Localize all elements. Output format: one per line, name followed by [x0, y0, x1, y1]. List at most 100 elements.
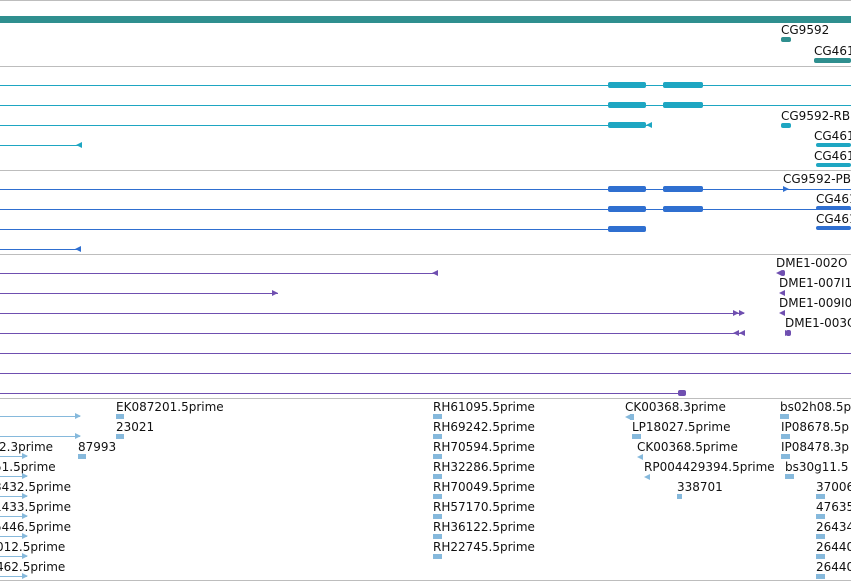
- est-label[interactable]: 26440: [816, 540, 851, 554]
- gene-label[interactable]: CG461: [814, 44, 851, 58]
- est-label[interactable]: 5446.5prime: [0, 520, 71, 534]
- protein-label[interactable]: CG9592-PB: [783, 172, 851, 186]
- est-label[interactable]: LP18027.5prime: [632, 420, 731, 434]
- est-label[interactable]: 338701: [677, 480, 723, 494]
- transcript-exon[interactable]: [608, 102, 646, 108]
- est-feature[interactable]: [433, 454, 442, 459]
- cdna-line[interactable]: [0, 373, 851, 374]
- transcript-exon[interactable]: [663, 102, 703, 108]
- est-feature[interactable]: [781, 454, 790, 459]
- est-feature[interactable]: [816, 514, 825, 519]
- est-label[interactable]: 462.5prime: [0, 560, 66, 574]
- protein-feature[interactable]: [816, 206, 851, 210]
- est-label[interactable]: RH61095.5prime: [433, 400, 535, 414]
- transcript-exon[interactable]: [608, 82, 646, 88]
- est-label[interactable]: RH70594.5prime: [433, 440, 535, 454]
- cds-line[interactable]: [0, 209, 851, 210]
- est-feature[interactable]: [816, 574, 825, 579]
- est-label[interactable]: 012.5prime: [0, 540, 66, 554]
- est-line[interactable]: [0, 496, 27, 497]
- est-feature[interactable]: [677, 494, 682, 499]
- transcript-exon[interactable]: [663, 82, 703, 88]
- est-feature[interactable]: [780, 414, 789, 419]
- cdna-line[interactable]: [0, 273, 438, 274]
- cdna-line[interactable]: [0, 333, 744, 334]
- est-feature[interactable]: [632, 434, 641, 439]
- est-label[interactable]: 26440: [816, 560, 851, 574]
- est-label[interactable]: 87993: [78, 440, 117, 454]
- cdna-line[interactable]: [0, 293, 278, 294]
- est-label[interactable]: IP08478.3p: [781, 440, 850, 454]
- est-feature[interactable]: [116, 414, 124, 419]
- est-label[interactable]: bs30g11.5: [785, 460, 849, 474]
- est-feature[interactable]: [433, 554, 442, 559]
- cds-line[interactable]: [0, 189, 851, 190]
- est-line[interactable]: [0, 476, 27, 477]
- est-label[interactable]: 26434: [816, 520, 851, 534]
- est-line[interactable]: [0, 416, 80, 417]
- cds-exon[interactable]: [663, 206, 703, 212]
- est-line[interactable]: [0, 536, 27, 537]
- protein-feature[interactable]: [816, 226, 851, 230]
- cds-exon[interactable]: [608, 206, 646, 212]
- est-feature[interactable]: [785, 474, 794, 479]
- cdna-feature[interactable]: [781, 270, 785, 276]
- cds-line[interactable]: [0, 249, 80, 250]
- est-feature[interactable]: [433, 434, 442, 439]
- transcript-exon[interactable]: [608, 122, 646, 128]
- est-label[interactable]: 37006: [816, 480, 851, 494]
- cdna-line[interactable]: [0, 313, 744, 314]
- transcript-line[interactable]: [0, 85, 851, 86]
- transcript-feature[interactable]: [816, 163, 851, 167]
- cds-line[interactable]: [0, 229, 646, 230]
- est-line[interactable]: [0, 516, 27, 517]
- cdna-feature[interactable]: [786, 330, 791, 336]
- est-label[interactable]: 47635: [816, 500, 851, 514]
- est-label[interactable]: 51.5prime: [0, 460, 56, 474]
- est-line[interactable]: [0, 556, 27, 557]
- gene-feature[interactable]: [814, 58, 851, 63]
- cds-exon[interactable]: [608, 186, 646, 192]
- cds-exon[interactable]: [608, 226, 646, 232]
- cdna-label[interactable]: DME1-003O: [785, 316, 851, 330]
- est-label[interactable]: 3432.5prime: [0, 480, 71, 494]
- gene-label[interactable]: CG9592: [781, 23, 830, 37]
- protein-label[interactable]: CG461: [816, 192, 851, 206]
- transcript-feature[interactable]: [781, 123, 791, 128]
- cdna-label[interactable]: DME1-007I1: [779, 276, 851, 290]
- cdna-line[interactable]: [0, 393, 684, 394]
- est-label[interactable]: CK00368.5prime: [637, 440, 738, 454]
- protein-label[interactable]: CG461: [816, 212, 851, 226]
- est-label[interactable]: RH36122.5prime: [433, 520, 535, 534]
- est-line[interactable]: [0, 436, 80, 437]
- transcript-label[interactable]: CG461: [814, 129, 851, 143]
- est-label[interactable]: RH57170.5prime: [433, 500, 535, 514]
- est-label[interactable]: 1433.5prime: [0, 500, 71, 514]
- est-label[interactable]: EK087201.5prime: [116, 400, 224, 414]
- gene-span-bar[interactable]: [0, 16, 851, 23]
- est-feature[interactable]: [630, 414, 634, 420]
- transcript-line[interactable]: [0, 105, 851, 106]
- est-label[interactable]: RP004429394.5prime: [644, 460, 775, 474]
- est-feature[interactable]: [433, 534, 442, 539]
- est-label[interactable]: 2.3prime: [0, 440, 54, 454]
- transcript-line[interactable]: [0, 125, 651, 126]
- gene-feature[interactable]: [781, 37, 791, 42]
- est-label[interactable]: RH32286.5prime: [433, 460, 535, 474]
- est-label[interactable]: RH69242.5prime: [433, 420, 535, 434]
- cdna-line[interactable]: [0, 353, 851, 354]
- est-feature[interactable]: [433, 474, 442, 479]
- est-line[interactable]: [0, 576, 27, 577]
- est-feature[interactable]: [781, 434, 790, 439]
- cdna-label[interactable]: DME1-009I0: [779, 296, 851, 310]
- cdna-label[interactable]: DME1-002O: [776, 256, 848, 270]
- est-feature[interactable]: [816, 554, 825, 559]
- est-feature[interactable]: [433, 494, 442, 499]
- transcript-line[interactable]: [0, 145, 80, 146]
- transcript-feature[interactable]: [816, 143, 851, 147]
- est-feature[interactable]: [433, 514, 442, 519]
- est-label[interactable]: RH70049.5prime: [433, 480, 535, 494]
- cdna-exon[interactable]: [678, 390, 686, 396]
- transcript-label[interactable]: CG461: [814, 149, 851, 163]
- est-label[interactable]: CK00368.3prime: [625, 400, 726, 414]
